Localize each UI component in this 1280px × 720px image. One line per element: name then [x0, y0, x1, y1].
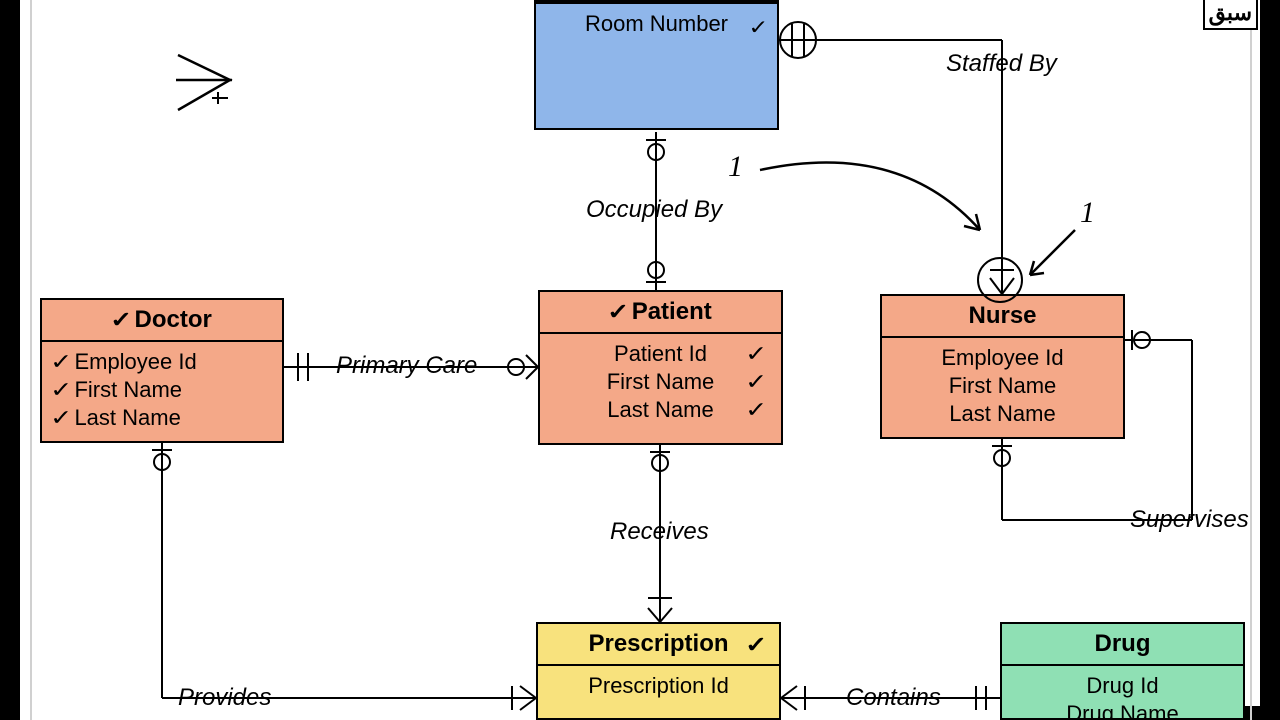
check-icon: ✓ — [745, 368, 767, 396]
attr-nurse-0: Employee Id — [941, 345, 1063, 370]
entity-nurse: Nurse Employee Id First Name Last Name — [880, 294, 1125, 439]
entity-nurse-title: Nurse — [882, 296, 1123, 338]
attr-doctor-2: Last Name — [74, 405, 180, 430]
check-icon: ✓ — [607, 299, 629, 325]
entity-patient: ✓Patient Patient Id First Name Last Name… — [538, 290, 783, 445]
rel-primary-care: Primary Care — [336, 352, 477, 380]
check-icon: ✓ — [110, 307, 132, 333]
entity-prescription-title: Prescription ✓ — [538, 624, 779, 666]
check-icon: ✓ — [745, 396, 767, 424]
entity-doctor-title-text: Doctor — [135, 306, 212, 333]
rel-receives: Receives — [610, 518, 709, 546]
entity-drug-title-text: Drug — [1095, 630, 1151, 657]
rel-contains: Contains — [846, 684, 941, 712]
check-icon: ✓ — [745, 632, 767, 658]
attr-patient-0: Patient Id — [614, 341, 707, 366]
attr-drug-1: Drug Name — [1066, 701, 1178, 720]
entity-nurse-attrs: Employee Id First Name Last Name — [882, 338, 1123, 438]
entity-patient-attrs: Patient Id First Name Last Name ✓ ✓ ✓ — [540, 334, 781, 434]
check-icon: ✓ — [749, 16, 769, 42]
left-black-bar — [0, 0, 20, 720]
rel-occupied-by: Occupied By — [586, 196, 722, 224]
entity-drug: Drug Drug Id Drug Name — [1000, 622, 1245, 720]
arabic-corner-tag: سبق — [1203, 0, 1258, 30]
check-icon: ✓ — [50, 376, 72, 404]
right-black-bar — [1260, 0, 1280, 720]
entity-prescription-title-text: Prescription — [588, 630, 728, 657]
check-icon: ✓ — [745, 340, 767, 368]
attr-patient-1: First Name — [607, 369, 715, 394]
attr-room-number: Room Number — [585, 11, 728, 36]
entity-room: Room Number ✓ — [534, 0, 779, 130]
check-icon: ✓ — [50, 404, 72, 432]
attr-doctor-0: Employee Id — [74, 349, 196, 374]
entity-prescription: Prescription ✓ Prescription Id — [536, 622, 781, 720]
entity-room-attrs: Room Number ✓ — [536, 4, 777, 48]
attr-patient-2: Last Name — [607, 397, 713, 422]
entity-doctor-title: ✓Doctor — [42, 300, 282, 342]
hand-annotation-one-upper: 1 — [728, 150, 743, 184]
attr-nurse-1: First Name — [949, 373, 1057, 398]
attr-prescription-0: Prescription Id — [588, 673, 729, 698]
rel-provides: Provides — [178, 684, 271, 712]
entity-doctor: ✓Doctor ✓Employee Id ✓First Name ✓Last N… — [40, 298, 284, 443]
rel-supervises: Supervises — [1130, 506, 1249, 534]
entity-nurse-title-text: Nurse — [968, 302, 1036, 329]
check-icon: ✓ — [50, 348, 72, 376]
entity-doctor-attrs: ✓Employee Id ✓First Name ✓Last Name — [42, 342, 282, 442]
entity-drug-attrs: Drug Id Drug Name — [1002, 666, 1243, 720]
attr-doctor-1: First Name — [74, 377, 182, 402]
entity-patient-title: ✓Patient — [540, 292, 781, 334]
entity-patient-title-text: Patient — [632, 298, 712, 325]
rel-staffed-by: Staffed By — [946, 50, 1057, 78]
diagram-canvas: سبق Room Number ✓ ✓Doctor ✓Employee Id ✓… — [0, 0, 1280, 720]
entity-prescription-attrs: Prescription Id — [538, 666, 779, 710]
attr-drug-0: Drug Id — [1086, 673, 1158, 698]
hand-annotation-one-right: 1 — [1080, 196, 1095, 230]
entity-drug-title: Drug — [1002, 624, 1243, 666]
attr-nurse-2: Last Name — [949, 401, 1055, 426]
